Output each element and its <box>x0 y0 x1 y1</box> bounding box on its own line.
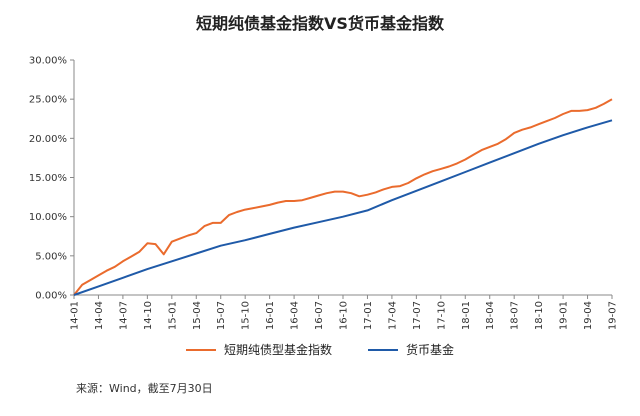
y-axis: 0.00% 5.00% 10.00% 15.00% 20.00% 25.00% 30.00% <box>29 56 75 302</box>
series-lines <box>73 98 613 296</box>
x-tick-label: 14-01 <box>70 301 81 330</box>
x-tick-label: 14-04 <box>94 301 105 330</box>
x-tick-label: 19-07 <box>608 301 619 330</box>
y-tick-label: 20.00% <box>29 134 67 145</box>
x-tick-label: 17-04 <box>387 301 398 330</box>
y-tick-label: 10.00% <box>29 212 67 223</box>
x-tick-label: 16-10 <box>339 301 350 330</box>
x-tick-label: 16-07 <box>314 301 325 330</box>
x-axis: 14-01 14-04 14-07 14-10 15-01 15-04 15-07 15-10… <box>70 294 619 330</box>
x-tick-label: 19-01 <box>559 301 570 330</box>
chart-title: 短期纯债基金指数VS货币基金指数 <box>196 14 444 33</box>
x-tick-label: 18-07 <box>510 301 521 330</box>
x-tick-label: 18-01 <box>461 301 472 330</box>
legend-swatch-money-fund <box>368 348 398 351</box>
x-tick-label: 17-01 <box>363 301 374 330</box>
source-note: 来源：Wind，截至7月30日 <box>76 382 213 395</box>
y-tick-label: 5.00% <box>35 251 67 262</box>
legend-label-short-bond: 短期纯债型基金指数 <box>223 343 332 357</box>
y-tick-label: 0.00% <box>35 291 67 302</box>
x-tick-label: 16-01 <box>265 301 276 330</box>
x-tick-label: 19-04 <box>583 301 594 330</box>
legend: 短期纯债型基金指数 货币基金 <box>0 341 640 358</box>
x-tick-label: 14-10 <box>143 301 154 330</box>
legend-label-money-fund: 货币基金 <box>406 343 455 357</box>
legend-swatch-short-bond <box>185 348 216 351</box>
series-line-short-bond <box>73 98 613 296</box>
x-tick-label: 15-07 <box>216 301 227 330</box>
legend-item-money-fund: 货币基金 <box>368 341 454 358</box>
x-tick-label: 17-10 <box>436 301 447 330</box>
x-tick-label: 16-04 <box>290 301 301 330</box>
x-tick-label: 15-01 <box>167 301 178 330</box>
y-tick-label: 25.00% <box>29 95 67 106</box>
x-tick-label: 14-07 <box>118 301 129 330</box>
x-tick-label: 18-10 <box>534 301 545 330</box>
legend-item-short-bond: 短期纯债型基金指数 <box>185 341 332 358</box>
x-tick-label: 15-04 <box>192 301 203 330</box>
y-tick-label: 30.00% <box>29 56 67 67</box>
x-tick-label: 17-07 <box>412 301 423 330</box>
y-tick-label: 15.00% <box>29 173 67 184</box>
x-tick-label: 15-10 <box>241 301 252 330</box>
x-tick-label: 18-04 <box>485 301 496 330</box>
series-line-money-fund <box>73 119 613 296</box>
